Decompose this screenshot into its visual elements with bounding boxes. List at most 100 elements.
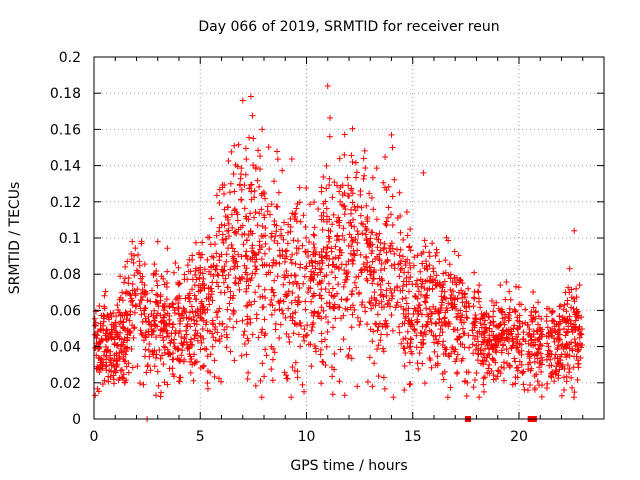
data-point xyxy=(483,327,490,334)
data-point xyxy=(324,244,331,251)
data-point xyxy=(265,144,272,151)
data-point xyxy=(566,265,573,272)
data-point xyxy=(446,261,453,268)
data-point xyxy=(513,344,520,351)
data-point xyxy=(441,315,448,322)
data-point xyxy=(573,285,580,292)
data-point xyxy=(566,365,573,372)
data-point xyxy=(491,343,498,350)
data-point xyxy=(269,262,276,269)
data-point xyxy=(383,249,390,256)
data-point xyxy=(231,206,238,213)
data-point xyxy=(432,320,439,327)
data-point xyxy=(546,362,553,369)
data-point-outlier xyxy=(326,133,333,140)
data-point-outlier xyxy=(420,169,427,176)
data-point xyxy=(534,321,541,328)
data-point xyxy=(305,252,312,259)
data-point xyxy=(254,177,261,184)
data-point xyxy=(549,332,556,339)
data-point xyxy=(340,312,347,319)
data-point xyxy=(433,249,440,256)
data-point xyxy=(504,360,511,367)
data-point xyxy=(377,292,384,299)
data-point xyxy=(336,378,343,385)
data-point xyxy=(187,336,194,343)
data-point xyxy=(303,234,310,241)
data-point xyxy=(537,324,544,331)
data-point xyxy=(234,217,241,224)
data-point xyxy=(477,320,484,327)
data-point xyxy=(318,380,325,387)
data-point xyxy=(439,370,446,377)
data-point xyxy=(538,382,545,389)
data-point xyxy=(262,295,269,302)
data-point xyxy=(221,181,228,188)
data-point xyxy=(186,298,193,305)
y-tick-label: 0.16 xyxy=(50,122,81,138)
data-point xyxy=(249,242,256,249)
data-point xyxy=(325,262,332,269)
data-point xyxy=(443,346,450,353)
data-point xyxy=(350,257,357,264)
data-point xyxy=(246,299,253,306)
data-point xyxy=(326,235,333,242)
data-point xyxy=(343,297,350,304)
data-point xyxy=(464,315,471,322)
data-point xyxy=(193,317,200,324)
data-point xyxy=(484,351,491,358)
data-point xyxy=(454,313,461,320)
data-point xyxy=(177,315,184,322)
data-point xyxy=(148,287,155,294)
data-point xyxy=(160,337,167,344)
data-point xyxy=(314,310,321,317)
data-point xyxy=(447,286,454,293)
data-point xyxy=(336,155,343,162)
data-point xyxy=(257,166,264,173)
data-point xyxy=(308,259,315,266)
data-point xyxy=(397,229,404,236)
data-point xyxy=(514,314,521,321)
data-point xyxy=(566,369,573,376)
data-point xyxy=(366,354,373,361)
data-point xyxy=(262,330,269,337)
data-point xyxy=(310,231,317,238)
data-point xyxy=(407,226,414,233)
data-point xyxy=(273,203,280,210)
data-point xyxy=(406,381,413,388)
data-point xyxy=(301,337,308,344)
data-point xyxy=(200,275,207,282)
data-point xyxy=(251,258,258,265)
data-point xyxy=(285,334,292,341)
data-point xyxy=(455,252,462,259)
data-point xyxy=(302,298,309,305)
data-point xyxy=(223,251,230,258)
data-point xyxy=(568,286,575,293)
data-point xyxy=(192,271,199,278)
data-point xyxy=(108,362,115,369)
data-point xyxy=(555,342,562,349)
data-point xyxy=(318,265,325,272)
data-point xyxy=(195,267,202,274)
data-point xyxy=(101,377,108,384)
data-point xyxy=(112,369,119,376)
data-point xyxy=(164,245,171,252)
data-point xyxy=(148,311,155,318)
data-point xyxy=(576,323,583,330)
data-point xyxy=(134,286,141,293)
data-point xyxy=(349,199,356,206)
data-point xyxy=(191,282,198,289)
data-point xyxy=(513,283,520,290)
data-point xyxy=(522,306,529,313)
data-point xyxy=(470,350,477,357)
data-point xyxy=(307,285,314,292)
data-point xyxy=(296,284,303,291)
data-point xyxy=(276,306,283,313)
data-point xyxy=(267,269,274,276)
data-point xyxy=(477,360,484,367)
data-point xyxy=(573,353,580,360)
data-point xyxy=(169,300,176,307)
data-point xyxy=(244,271,251,278)
data-point xyxy=(301,388,308,395)
data-point xyxy=(276,300,283,307)
